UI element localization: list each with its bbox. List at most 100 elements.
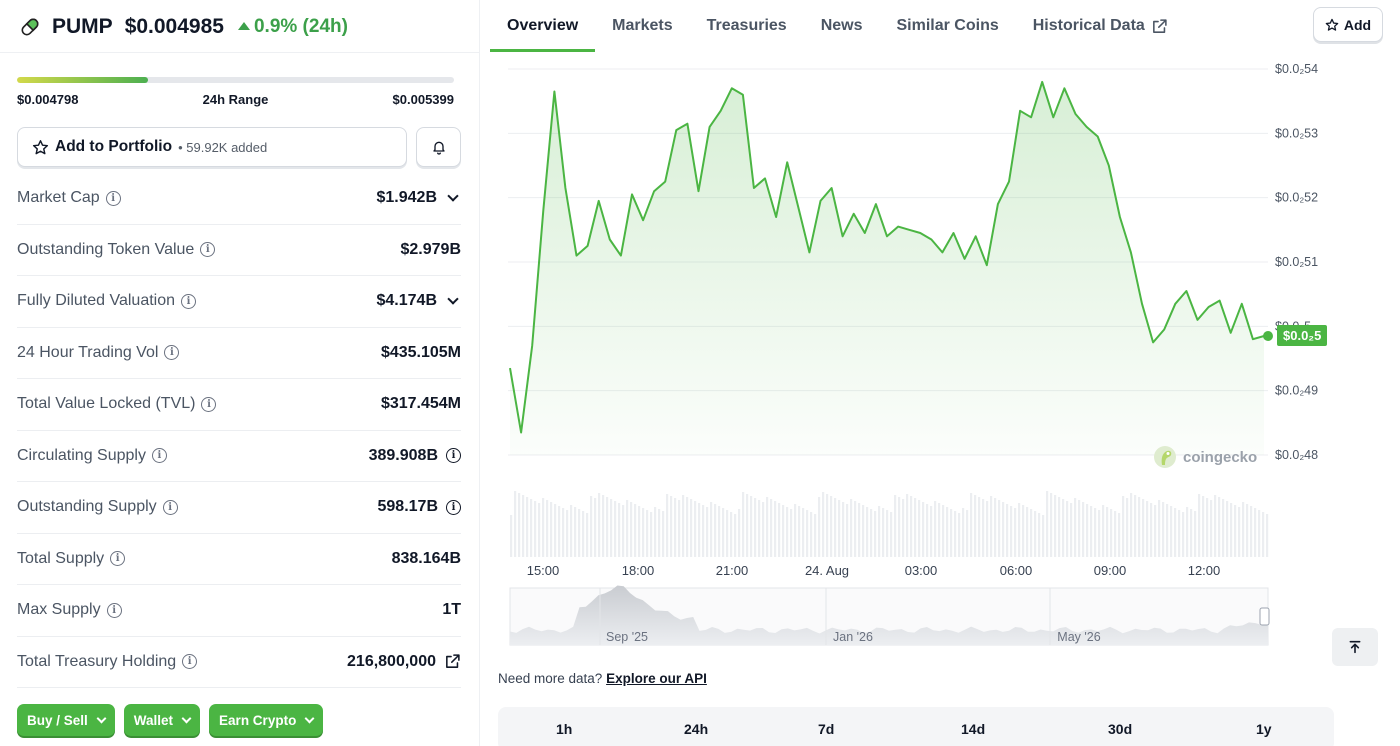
timeframe-1h[interactable]: 1h [556, 721, 573, 737]
info-icon[interactable]: i [162, 499, 178, 515]
volume-bar [914, 498, 917, 557]
tab-news[interactable]: News [804, 0, 880, 52]
info-icon[interactable]: i [151, 448, 167, 464]
range-navigator[interactable]: Sep '25 Jan '26 May '26 [509, 585, 1270, 646]
timeframe-1y[interactable]: 1y [1256, 721, 1272, 737]
volume-bar [858, 503, 861, 557]
external-link-icon[interactable] [444, 653, 461, 670]
volume-bar [850, 499, 853, 557]
info-icon[interactable]: i [110, 551, 126, 567]
earn-crypto-button[interactable]: Earn Crypto [209, 704, 324, 736]
info-icon[interactable]: i [446, 448, 461, 464]
navigator-handle[interactable] [1259, 607, 1270, 626]
action-label: Buy / Sell [27, 712, 88, 728]
volume-bar [778, 503, 781, 557]
info-icon[interactable]: i [182, 654, 198, 670]
volume-bar [1082, 502, 1085, 557]
volume-bar [798, 506, 801, 557]
bell-icon [432, 141, 445, 155]
explore-api-link[interactable]: Explore our API [606, 671, 707, 686]
volume-bar [666, 494, 669, 557]
info-icon[interactable]: i [181, 293, 197, 309]
tab-similar-coins[interactable]: Similar Coins [880, 0, 1016, 52]
stat-value: $317.454M [381, 395, 461, 413]
info-icon[interactable]: i [105, 190, 121, 206]
stat-value-text: 598.17B [377, 498, 439, 516]
info-icon[interactable]: i [106, 602, 122, 618]
volume-bar [986, 501, 989, 557]
tab-overview[interactable]: Overview [490, 0, 596, 52]
y-tick-label: $0.0₂48 [1275, 448, 1318, 462]
volume-bar [1034, 511, 1037, 557]
wallet-button[interactable]: Wallet [123, 704, 201, 736]
tab-treasuries[interactable]: Treasuries [690, 0, 804, 52]
volume-bar [642, 508, 645, 557]
range-label: 24h Range [202, 92, 269, 107]
info-icon[interactable]: i [200, 242, 216, 258]
add-to-portfolio-button[interactable]: Add to Portfolio • 59.92K added [17, 127, 407, 167]
tab-historical-data[interactable]: Historical Data [1016, 0, 1185, 52]
stat-value-text: 838.164B [391, 549, 461, 567]
stat-label: Circulating Supply i [17, 447, 167, 465]
tab-markets[interactable]: Markets [595, 0, 689, 52]
volume-bar [554, 504, 557, 557]
price-line [509, 80, 1265, 434]
stat-label-text: Circulating Supply [17, 446, 146, 464]
stat-row: Total Treasury Holding i 216,800,000 [17, 637, 461, 688]
volume-bar [626, 500, 629, 557]
volume-bar [1242, 502, 1245, 557]
volume-bar [766, 497, 769, 557]
x-axis: 15:00 18:00 21:00 24. Aug 03:00 06:00 09:00 12:… [527, 563, 1221, 578]
star-icon [32, 139, 49, 154]
volume-bar [1262, 512, 1265, 557]
volume-bar [674, 498, 677, 557]
y-tick-label: $0.0₂54 [1275, 62, 1318, 76]
volume-bar [1002, 502, 1005, 557]
volume-bar [654, 507, 657, 557]
volume-bar [934, 501, 937, 557]
info-icon[interactable]: i [164, 345, 180, 361]
volume-bar [830, 496, 833, 557]
stat-row: 24 Hour Trading Vol i $435.105M [17, 328, 461, 379]
stat-row: Outstanding Token Value i $2.979B [17, 225, 461, 276]
scroll-to-top-button[interactable] [1332, 628, 1378, 666]
volume-bar [942, 505, 945, 557]
volume-bar [874, 511, 877, 557]
buy-sell-button[interactable]: Buy / Sell [17, 704, 115, 736]
info-icon[interactable]: i [446, 499, 461, 515]
add-button[interactable]: Add [1313, 7, 1383, 42]
volume-bar [662, 511, 665, 557]
volume-bar [814, 514, 817, 557]
volume-bar [1134, 495, 1137, 557]
volume-bar [1234, 505, 1237, 557]
volume-bar [534, 501, 537, 557]
timeframe-30d[interactable]: 30d [1108, 721, 1133, 737]
price-chart[interactable]: $0.0₂54 $0.0₂53 $0.0₂52 $0.0₂51 $0.0₂5 $0.0₂4… [480, 52, 1380, 662]
volume-bar [522, 495, 525, 557]
stat-label: Market Cap i [17, 189, 121, 207]
volume-bar [1090, 506, 1093, 557]
volume-bar [950, 509, 953, 557]
tab-label: Overview [507, 17, 579, 34]
volume-bar [754, 498, 757, 557]
chevron-down-icon[interactable] [447, 293, 459, 305]
star-icon [1325, 18, 1339, 31]
y-tick-label: $0.0₂53 [1275, 126, 1318, 140]
caret-up-icon [237, 22, 250, 30]
volume-bar [1114, 511, 1117, 557]
navigator-tick-label: Sep '25 [606, 630, 648, 644]
info-icon[interactable]: i [201, 396, 217, 412]
volume-bar [770, 499, 773, 557]
timeframe-14d[interactable]: 14d [961, 721, 986, 737]
action-label: Wallet [133, 712, 174, 728]
tab-label: Similar Coins [896, 17, 999, 34]
timeframe-7d[interactable]: 7d [818, 721, 835, 737]
volume-bar [1254, 508, 1257, 557]
price-alert-button[interactable] [416, 127, 461, 167]
volume-bar [954, 511, 957, 557]
timeframe-24h[interactable]: 24h [684, 721, 709, 737]
volume-bar [1130, 493, 1133, 557]
stat-label: Fully Diluted Valuation i [17, 292, 197, 310]
volume-bar [930, 506, 933, 557]
chevron-down-icon[interactable] [447, 190, 459, 202]
